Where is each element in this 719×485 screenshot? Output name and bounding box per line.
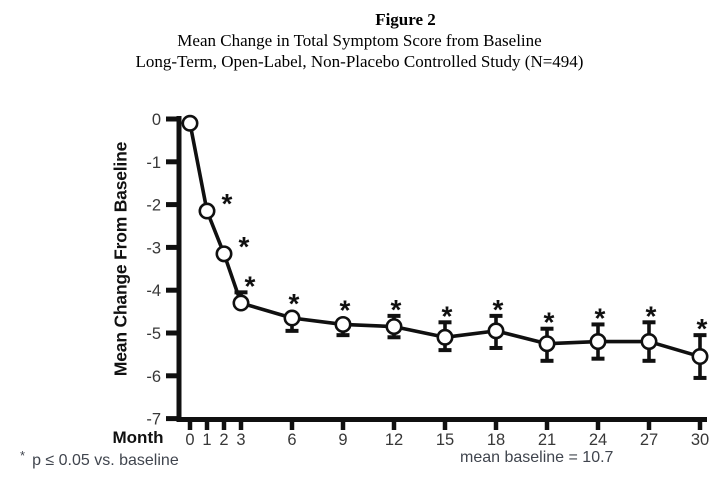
figure-subtitle-line1: Mean Change in Total Symptom Score from … xyxy=(177,31,542,50)
significance-footnote-text: p ≤ 0.05 vs. baseline xyxy=(32,452,179,469)
x-tick-label: 27 xyxy=(640,431,658,449)
x-tick-label: 18 xyxy=(487,431,505,449)
data-point-marker xyxy=(538,335,556,353)
x-tick-label: 12 xyxy=(385,431,403,449)
data-point-marker xyxy=(436,328,454,346)
significance-asterisk: * xyxy=(222,188,233,219)
data-point-marker xyxy=(691,348,709,366)
y-tick-label: -1 xyxy=(146,154,161,172)
figure-header: Figure 2 Mean Change in Total Symptom Sc… xyxy=(0,9,719,72)
data-point-marker xyxy=(283,309,301,327)
x-tick-label: 21 xyxy=(538,431,556,449)
x-tick-label: 0 xyxy=(185,431,194,449)
x-tick-label: 9 xyxy=(338,431,347,449)
significance-asterisk: * xyxy=(289,288,300,319)
data-point-marker xyxy=(589,333,607,351)
significance-asterisk: * xyxy=(391,294,402,325)
data-point-marker xyxy=(232,294,250,312)
y-tick-label: -3 xyxy=(146,239,161,257)
y-tick-label: 0 xyxy=(152,111,161,129)
x-axis-title: Month xyxy=(112,428,164,447)
x-tick-label: 15 xyxy=(436,431,454,449)
data-point-marker xyxy=(198,202,216,220)
mean-baseline-note: mean baseline = 10.7 xyxy=(460,449,614,466)
data-point-marker xyxy=(640,333,658,351)
y-tick-label: -5 xyxy=(146,325,161,343)
x-tick-label: 30 xyxy=(691,431,709,449)
significance-asterisk: * xyxy=(493,294,504,325)
significance-asterisk: * xyxy=(595,302,606,333)
figure-subtitle-line2: Long-Term, Open-Label, Non-Placebo Contr… xyxy=(135,52,584,71)
y-tick-label: -4 xyxy=(146,282,161,300)
significance-asterisk: * xyxy=(544,307,555,338)
data-point-marker xyxy=(334,315,352,333)
data-point-marker xyxy=(385,318,403,336)
significance-asterisk: * xyxy=(697,313,708,344)
significance-asterisk: * xyxy=(646,300,657,331)
x-tick-label: 2 xyxy=(219,431,228,449)
figure-title: Figure 2 xyxy=(375,10,436,29)
significance-asterisk: * xyxy=(239,231,250,262)
significance-asterisk: * xyxy=(340,294,351,325)
data-point-marker xyxy=(487,322,505,340)
asterisk-symbol: * xyxy=(20,448,26,463)
data-point-marker xyxy=(181,114,199,132)
significance-footnote: * p ≤ 0.05 vs. baseline xyxy=(20,448,179,470)
data-point-marker xyxy=(215,245,233,263)
y-tick-label: -7 xyxy=(146,411,161,429)
y-tick-label: -2 xyxy=(146,197,161,215)
x-tick-label: 6 xyxy=(287,431,296,449)
x-tick-label: 24 xyxy=(589,431,607,449)
x-tick-label: 1 xyxy=(202,431,211,449)
significance-asterisk: * xyxy=(442,300,453,331)
x-tick-label: 3 xyxy=(236,431,245,449)
y-tick-label: -6 xyxy=(146,368,161,386)
significance-asterisk: * xyxy=(245,270,256,301)
